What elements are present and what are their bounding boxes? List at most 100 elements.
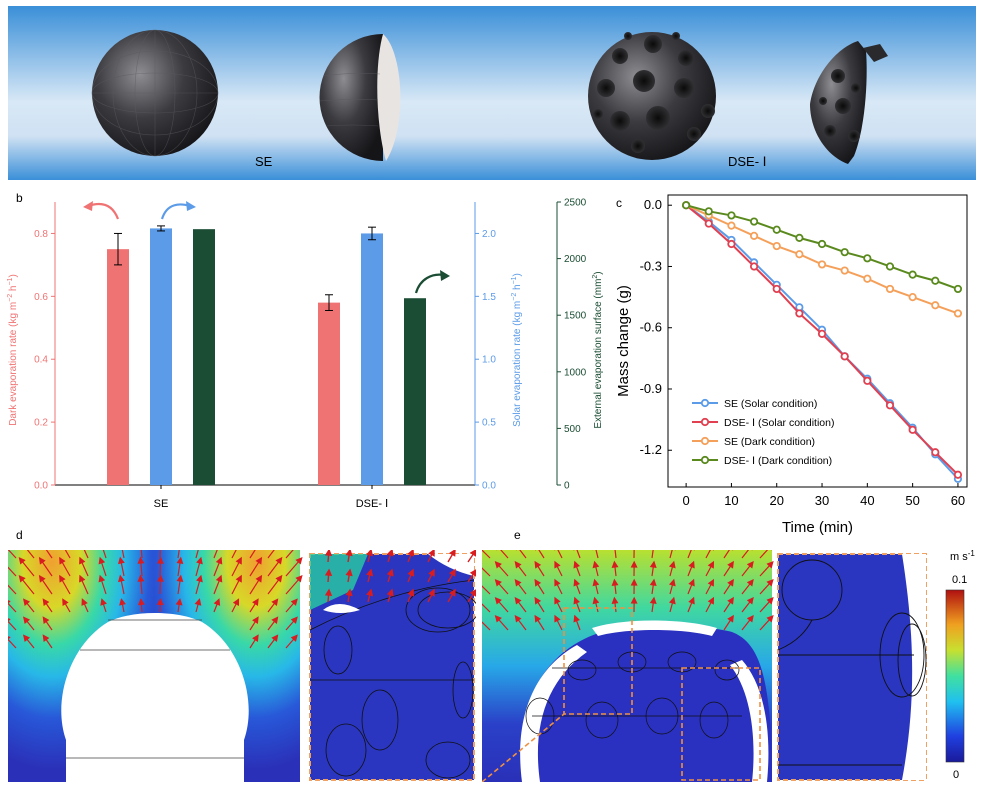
velocity-arrow-head [62,598,69,606]
velocity-arrow [140,550,143,559]
data-point-2 [840,352,849,361]
velocity-arrow-head [668,560,676,569]
velocity-arrow-head [746,560,754,569]
velocity-arrow [538,550,545,559]
data-point-4 [817,239,827,249]
panel-c-label: c [616,196,622,210]
x-tick-label: 10 [724,493,738,508]
data-point-3 [749,231,759,240]
velocity-arrow-head [194,598,202,606]
data-point-4 [795,233,804,242]
velocity-arrow-head [448,568,456,577]
bar-2-1 [150,228,172,485]
plot-frame [667,194,968,488]
perforated-half-image [810,41,888,164]
data-point-2 [727,239,736,249]
velocity-arrow-head [290,598,298,606]
velocity-arrow-head [215,556,223,565]
velocity-arrow-head [534,614,542,623]
velocity-arrow [482,567,491,577]
data-point-2 [749,262,759,271]
data-point-4 [704,207,713,216]
velocity-arrow [102,550,107,559]
velocity-arrow-head [592,596,600,605]
data-point-2 [953,470,963,479]
velocity-arrow-head [271,598,279,606]
velocity-arrow [285,550,294,559]
velocity-arrow-head [232,598,240,606]
velocity-arrow-head [611,560,619,568]
panel-b-label: b [16,191,23,205]
velocity-arrow-head [59,556,66,565]
y-tick-label: -0.6 [640,320,662,335]
velocity-arrow [576,550,581,559]
right1-axis-label: Solar evaporation rate (kg m [512,301,523,427]
panel-e-simulation: m s-1 0.1 0 [482,550,975,782]
velocity-arrow-head [386,550,394,557]
data-point-3 [931,301,940,310]
data-point-4 [931,276,940,285]
arrow-right-icon-2-head [440,270,450,281]
velocity-arrow-head [630,560,638,568]
velocity-arrow [500,550,509,559]
velocity-arrow [83,550,89,559]
legend-label: SE (Solar condition) [724,398,817,410]
velocity-arrow-head [42,616,50,624]
velocity-arrow-head [42,598,50,606]
velocity-arrow-head [366,568,374,577]
velocity-arrow-head [688,560,695,569]
velocity-arrow-head [156,556,164,564]
panel-d-label: d [16,528,23,542]
velocity-arrow-head [324,550,333,556]
data-point-2 [795,309,804,318]
left-axis-tick-label: 0.6 [34,292,48,303]
velocity-arrow [121,550,125,559]
velocity-arrow-head [366,588,374,597]
right1-axis-tick-label: 0.5 [482,418,496,429]
data-point-2 [931,448,940,457]
velocity-arrow [669,550,673,559]
x-tick-label: DSE- Ⅰ [356,498,389,510]
velocity-arrow-head [137,556,145,564]
right2-axis-tick-label: 0 [564,481,570,492]
chart-b-right2-axis-title: External evaporation surface (mm2) [592,271,604,428]
velocity-arrow-head [746,614,754,623]
data-point-3 [863,274,872,283]
velocity-arrow [519,550,527,559]
data-point-4 [953,284,963,294]
velocity-arrow [177,550,180,559]
velocity-arrow-head [688,596,695,605]
velocity-arrow-head [407,550,415,557]
right2-axis-label: External evaporation surface (mm [593,279,604,429]
velocity-arrow-head [119,598,126,606]
velocity-arrow-head [469,589,476,597]
chart-b-left-axis-title: Dark evaporation rate (kg m−2 h−1) [7,274,19,426]
velocity-arrow-head [118,556,125,565]
left-axis-tick-label: 0.0 [34,481,48,492]
legend-label: DSE- Ⅰ (Solar condition) [724,417,834,429]
velocity-arrow [8,602,17,613]
velocity-arrow-head [407,588,415,597]
velocity-arrow-head [514,560,522,569]
right2-axis-tick-label: 500 [564,424,581,435]
svg-text:External evaporation surface (: External evaporation surface (mm2) [592,271,604,428]
velocity-arrow [482,603,491,613]
panel-e-label: e [514,528,521,542]
velocity-arrow-head [255,574,263,583]
velocity-arrow-head [554,596,561,605]
data-point-4 [840,248,849,257]
velocity-arrow [723,550,730,559]
data-point-2 [908,425,917,434]
velocity-arrow-head [494,614,502,623]
bar-1-1 [107,249,129,485]
velocity-arrow-head [196,574,203,583]
velocity-arrow-head [275,556,283,565]
velocity-arrow-head [514,578,522,587]
velocity-arrow-head [727,578,734,587]
velocity-arrow-head [766,561,774,569]
velocity-arrow-head [252,598,259,606]
velocity-arrow-head [295,574,303,583]
x-tick-label: 60 [951,493,965,508]
solid-sphere-image [91,29,219,157]
x-tick-label: 30 [815,493,829,508]
